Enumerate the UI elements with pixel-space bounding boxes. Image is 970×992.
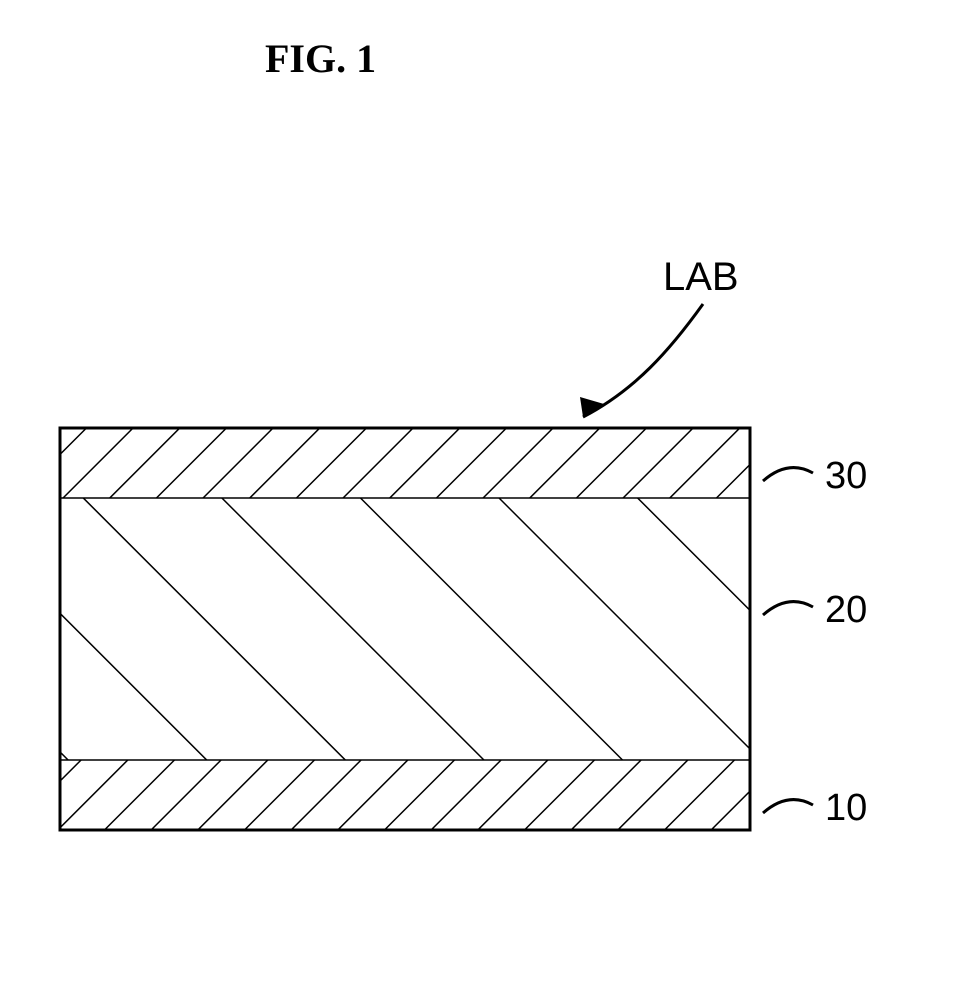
label-30: 30 bbox=[825, 455, 867, 498]
leader-line-20 bbox=[763, 602, 813, 615]
lab-arrow-curve bbox=[583, 304, 703, 417]
leader-line-10 bbox=[763, 800, 813, 813]
figure-canvas: FIG. 1 LAB 30 20 10 bbox=[0, 0, 970, 992]
layer-10 bbox=[60, 760, 750, 830]
layer-20 bbox=[60, 498, 750, 760]
label-20: 20 bbox=[825, 589, 867, 632]
leader-line-30 bbox=[763, 468, 813, 481]
layer-30 bbox=[60, 428, 750, 498]
label-lab: LAB bbox=[663, 255, 739, 300]
label-10: 10 bbox=[825, 787, 867, 830]
